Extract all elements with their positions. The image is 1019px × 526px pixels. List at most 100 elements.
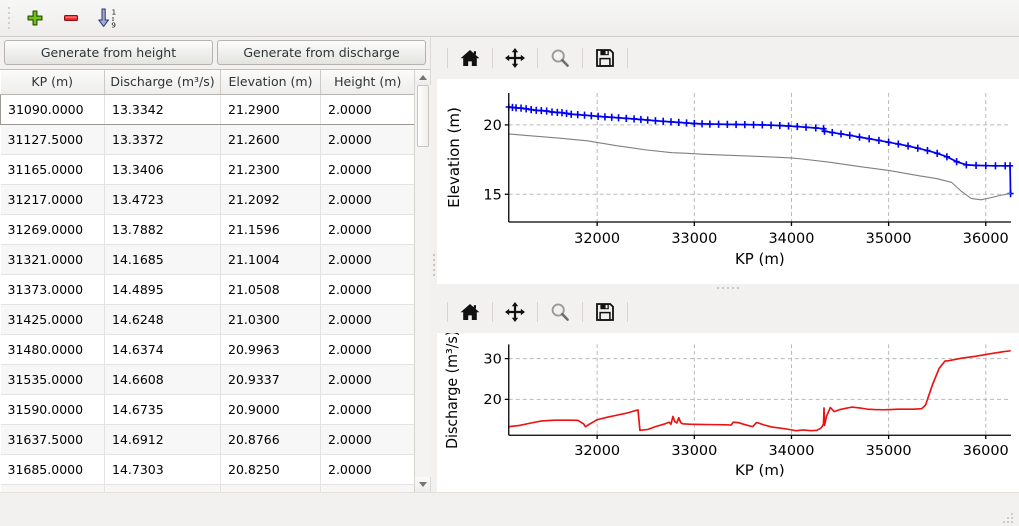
table-row[interactable]: 31480.0000 14.6374 20.9963 2.0000 (0, 334, 414, 365)
table-cell[interactable]: 21.1596 (220, 214, 321, 245)
table-cell[interactable]: 31269.0000 (0, 214, 105, 245)
table-cell[interactable]: 31090.0000 (0, 93, 105, 125)
table-cell[interactable]: 21.0508 (220, 274, 321, 305)
table-row[interactable]: 31127.5000 13.3372 21.2600 2.0000 (0, 124, 414, 155)
table-cell[interactable]: 31217.0000 (0, 184, 105, 215)
horizontal-splitter[interactable] (437, 284, 1019, 291)
remove-row-button[interactable] (54, 3, 88, 33)
table-cell[interactable]: 21.1004 (220, 244, 321, 275)
table-cell[interactable]: 2.0000 (320, 454, 414, 485)
table-cell[interactable]: 2.0000 (320, 334, 414, 365)
table-cell[interactable]: 2.0000 (320, 484, 414, 492)
vertical-splitter[interactable] (430, 37, 437, 492)
scroll-up-arrow[interactable] (414, 70, 431, 85)
table-cell[interactable]: 31732.5000 (0, 484, 105, 492)
save-button[interactable] (585, 41, 625, 75)
column-header-height[interactable]: Height (m) (320, 70, 414, 95)
table-cell[interactable]: 14.6248 (104, 304, 221, 335)
table-row[interactable]: 31590.0000 14.6735 20.9000 2.0000 (0, 394, 414, 425)
table-row[interactable]: 31637.5000 14.6912 20.8766 2.0000 (0, 424, 414, 455)
svg-text:KP (m): KP (m) (735, 462, 785, 479)
table-row[interactable]: 31217.0000 13.4723 21.2092 2.0000 (0, 184, 414, 215)
home-button[interactable] (450, 41, 490, 75)
table-cell[interactable]: 31127.5000 (0, 124, 105, 155)
table-cell[interactable]: 14.1685 (104, 244, 221, 275)
table-row[interactable]: 31090.0000 13.3342 21.2900 2.0000 (0, 93, 414, 125)
table-cell[interactable]: 2.0000 (320, 184, 414, 215)
column-header-discharge[interactable]: Discharge (m³/s) (104, 70, 221, 95)
column-header-kp[interactable]: KP (m) (0, 70, 105, 95)
table-cell[interactable]: 31590.0000 (0, 394, 105, 425)
zoom-button[interactable] (540, 41, 580, 75)
table-row[interactable]: 31373.0000 14.4895 21.0508 2.0000 (0, 274, 414, 305)
add-row-button[interactable] (18, 3, 52, 33)
table-cell[interactable]: 20.9337 (220, 364, 321, 395)
table-cell[interactable]: 21.2092 (220, 184, 321, 215)
table-cell[interactable]: 14.6374 (104, 334, 221, 365)
table-cell[interactable]: 2.0000 (320, 394, 414, 425)
table-cell[interactable]: 2.0000 (320, 364, 414, 395)
table-cell[interactable]: 31685.0000 (0, 454, 105, 485)
table-cell[interactable]: 31535.0000 (0, 364, 105, 395)
home-button[interactable] (450, 295, 490, 329)
table-cell[interactable]: 31373.0000 (0, 274, 105, 305)
table-cell[interactable]: 21.2300 (220, 154, 321, 185)
table-viewport[interactable]: KP (m) Discharge (m³/s) Elevation (m) He… (0, 70, 414, 492)
table-cell[interactable]: 21.0300 (220, 304, 321, 335)
table-cell[interactable]: 14.7303 (104, 454, 221, 485)
table-cell[interactable]: 20.8766 (220, 424, 321, 455)
table-cell[interactable]: 20.9963 (220, 334, 321, 365)
table-row[interactable]: 31425.0000 14.6248 21.0300 2.0000 (0, 304, 414, 335)
table-cell[interactable]: 21.2900 (220, 93, 321, 125)
table-cell[interactable]: 14.6912 (104, 424, 221, 455)
table-cell[interactable]: 21.2600 (220, 124, 321, 155)
generate-from-height-button[interactable]: Generate from height (4, 40, 213, 65)
table-cell[interactable]: 31425.0000 (0, 304, 105, 335)
pan-button[interactable] (495, 41, 535, 75)
scrollbar-track[interactable] (414, 85, 431, 477)
table-cell[interactable]: 14.4895 (104, 274, 221, 305)
resize-grip[interactable] (1003, 511, 1015, 523)
table-cell[interactable]: 20.7734 (220, 484, 321, 492)
table-cell[interactable]: 31480.0000 (0, 334, 105, 365)
table-cell[interactable]: 14.6735 (104, 394, 221, 425)
discharge-chart-canvas[interactable]: 20 30 32000 33000 34000 35000 36000 KP (m) Disch… (437, 333, 1019, 492)
table-row[interactable]: 31165.0000 13.3406 21.2300 2.0000 (0, 154, 414, 185)
table-cell[interactable]: 2.0000 (320, 124, 414, 155)
scroll-down-arrow[interactable] (414, 477, 431, 492)
table-cell[interactable]: 2.0000 (320, 424, 414, 455)
table-cell[interactable]: 13.3406 (104, 154, 221, 185)
elevation-chart-canvas[interactable]: 15 20 32000 33000 34000 35000 36000 KP (m) Eleva… (437, 79, 1019, 284)
table-cell[interactable]: 31321.0000 (0, 244, 105, 275)
table-cell[interactable]: 14.7695 (104, 484, 221, 492)
table-cell[interactable]: 31637.5000 (0, 424, 105, 455)
table-cell[interactable]: 2.0000 (320, 93, 414, 125)
zoom-button[interactable] (540, 295, 580, 329)
scrollbar-thumb[interactable] (416, 85, 429, 147)
pan-button[interactable] (495, 295, 535, 329)
table-row[interactable]: 31269.0000 13.7882 21.1596 2.0000 (0, 214, 414, 245)
sort-descending-button[interactable]: 1 9 (90, 3, 124, 33)
table-cell[interactable]: 2.0000 (320, 274, 414, 305)
table-cell[interactable]: 13.3342 (104, 93, 221, 125)
table-row[interactable]: 31321.0000 14.1685 21.1004 2.0000 (0, 244, 414, 275)
table-cell[interactable]: 13.3372 (104, 124, 221, 155)
table-cell[interactable]: 20.9000 (220, 394, 321, 425)
table-cell[interactable]: 20.8250 (220, 454, 321, 485)
table-cell[interactable]: 2.0000 (320, 214, 414, 245)
table-row[interactable]: 31685.0000 14.7303 20.8250 2.0000 (0, 454, 414, 485)
toolbar-drag-handle[interactable] (4, 5, 13, 31)
table-cell[interactable]: 2.0000 (320, 304, 414, 335)
table-scrollbar[interactable] (414, 70, 431, 492)
generate-from-discharge-button[interactable]: Generate from discharge (217, 40, 426, 65)
table-cell[interactable]: 31165.0000 (0, 154, 105, 185)
column-header-elevation[interactable]: Elevation (m) (220, 70, 321, 95)
table-cell[interactable]: 14.6608 (104, 364, 221, 395)
table-cell[interactable]: 13.7882 (104, 214, 221, 245)
table-row[interactable]: 31535.0000 14.6608 20.9337 2.0000 (0, 364, 414, 395)
save-button[interactable] (585, 295, 625, 329)
table-cell[interactable]: 13.4723 (104, 184, 221, 215)
table-cell[interactable]: 2.0000 (320, 244, 414, 275)
table-cell[interactable]: 2.0000 (320, 154, 414, 185)
